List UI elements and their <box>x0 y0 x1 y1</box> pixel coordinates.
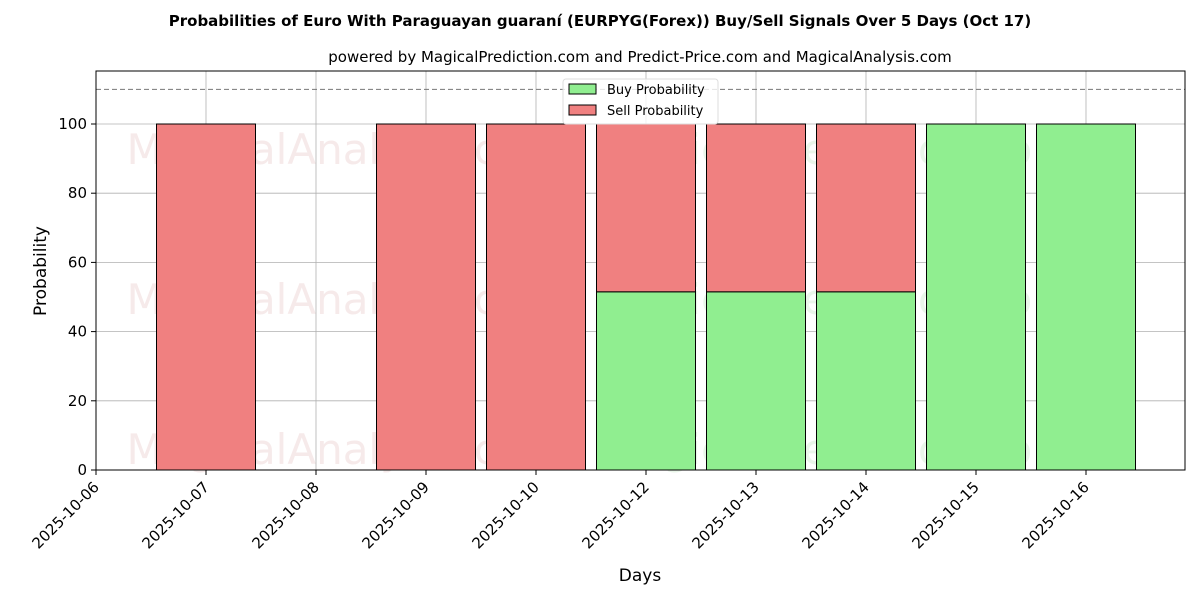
sell-bar <box>376 123 476 471</box>
buy-bar <box>596 291 696 471</box>
x-axis-label: Days <box>619 566 662 586</box>
legend: Buy Probability Sell Probability <box>562 78 719 125</box>
sell-bar <box>486 123 586 471</box>
sell-bar <box>156 123 256 471</box>
y-tick-label: 20 <box>68 392 87 410</box>
legend-label-sell: Sell Probability <box>607 104 704 119</box>
y-tick-label: 60 <box>68 253 87 271</box>
buy-bar <box>816 291 916 471</box>
sell-bar <box>706 123 806 293</box>
x-tick-label: 2025-10-15 <box>908 478 982 552</box>
x-tick-label: 2025-10-06 <box>28 478 102 552</box>
legend-label-buy: Buy Probability <box>607 83 705 98</box>
legend-swatch-buy <box>568 83 597 95</box>
x-tick-label: 2025-10-13 <box>688 478 762 552</box>
x-tick-label: 2025-10-12 <box>578 478 652 552</box>
chart-title: Probabilities of Euro With Paraguayan gu… <box>169 12 1031 30</box>
x-tick-label: 2025-10-16 <box>1018 478 1092 552</box>
y-axis-label: Probability <box>31 226 51 316</box>
y-tick-label: 40 <box>68 323 87 341</box>
buy-bar <box>926 123 1026 471</box>
buy-bar <box>706 291 806 471</box>
legend-swatch-sell <box>568 104 597 116</box>
y-tick-label: 80 <box>68 184 87 202</box>
chart-subtitle: powered by MagicalPrediction.com and Pre… <box>328 48 952 66</box>
y-tick-label: 0 <box>77 461 87 479</box>
plot-frame <box>95 70 1186 471</box>
x-tick-label: 2025-10-09 <box>358 478 432 552</box>
x-tick-label: 2025-10-08 <box>248 478 322 552</box>
buy-bar <box>1036 123 1136 471</box>
x-tick-label: 2025-10-14 <box>798 478 872 552</box>
x-tick-label: 2025-10-07 <box>138 478 212 552</box>
sell-bar <box>596 123 696 293</box>
y-tick-label: 100 <box>58 115 87 133</box>
x-tick-label: 2025-10-10 <box>468 478 542 552</box>
sell-bar <box>816 123 916 293</box>
